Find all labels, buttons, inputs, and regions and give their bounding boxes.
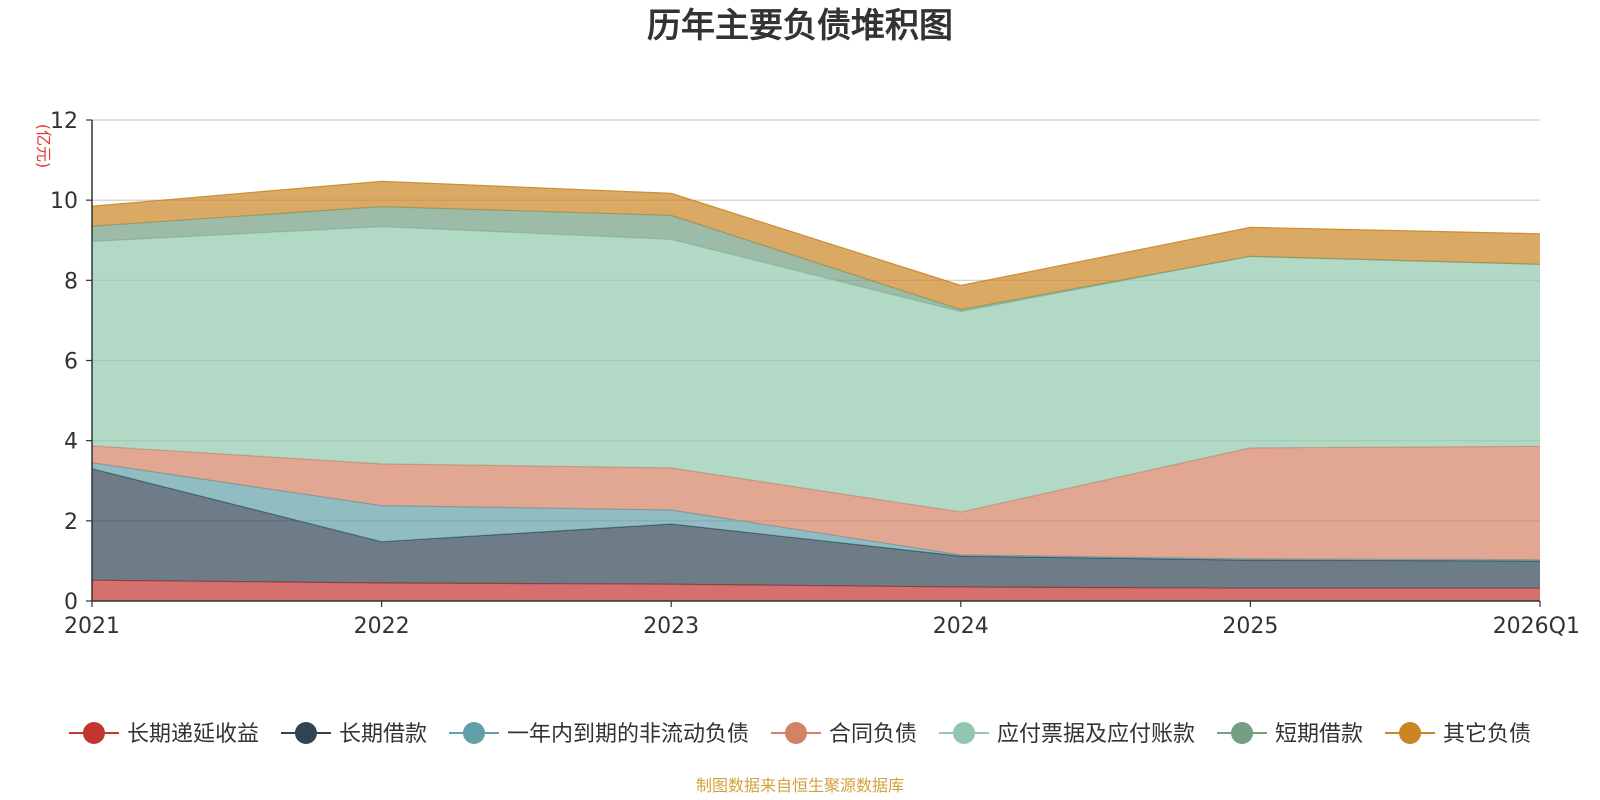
y-tick-label: 4 <box>64 430 78 455</box>
legend-label: 其它负债 <box>1443 722 1531 747</box>
legend-label: 短期借款 <box>1275 722 1363 747</box>
x-tick-label: 2022 <box>354 614 410 639</box>
legend-item-4[interactable]: 应付票据及应付账款 <box>939 722 1195 747</box>
legend-symbol-dot <box>462 722 485 744</box>
legend: 长期递延收益 长期借款 一年内到期的非流动负债 合同负债 应付票据及应付账款 短期借款 其它… <box>68 722 1531 747</box>
legend-item-5[interactable]: 短期借款 <box>1217 722 1363 747</box>
y-tick-label: 12 <box>50 109 78 134</box>
y-tick-label: 0 <box>64 590 78 615</box>
y-tick-label: 8 <box>64 269 78 294</box>
legend-symbol-dot <box>82 722 105 744</box>
x-tick-label: 2025 <box>1222 614 1278 639</box>
x-tick-label: 2024 <box>933 614 989 639</box>
legend-symbol-dot <box>784 722 807 744</box>
y-tick-label: 2 <box>64 510 78 535</box>
area-series-1 <box>92 468 1540 589</box>
area-series-3 <box>92 445 1540 560</box>
legend-label: 一年内到期的非流动负债 <box>507 722 749 747</box>
legend-label: 应付票据及应付账款 <box>997 722 1195 747</box>
legend-symbol-dot <box>1231 722 1254 744</box>
area-series-0 <box>92 580 1540 601</box>
legend-item-0[interactable]: 长期递延收益 <box>68 722 259 747</box>
y-tick-label: 6 <box>64 350 78 375</box>
legend-label: 合同负债 <box>829 722 917 747</box>
x-tick-label: 2023 <box>643 614 699 639</box>
x-tick-label: 2026Q1 <box>1493 614 1580 639</box>
legend-symbol-dot <box>294 722 317 744</box>
area-series-6 <box>92 181 1540 310</box>
area-series-group <box>91 180 1541 601</box>
y-axis-unit-label: (亿元) <box>34 124 53 169</box>
legend-label: 长期借款 <box>339 722 427 747</box>
x-tick-label: 2021 <box>64 614 120 639</box>
y-tick-label: 10 <box>50 189 78 214</box>
axes: 0 2 4 6 8 10 12 2021 2022 2023 2024 2025 2026Q1 <box>50 109 1580 639</box>
area-series-2 <box>92 462 1540 561</box>
chart-title: 历年主要负债堆积图 <box>647 6 953 46</box>
area-series-4 <box>92 226 1540 512</box>
legend-symbol-dot <box>953 722 976 744</box>
legend-item-1[interactable]: 长期借款 <box>280 722 427 747</box>
legend-item-3[interactable]: 合同负债 <box>770 722 917 747</box>
legend-item-6[interactable]: 其它负债 <box>1385 722 1531 747</box>
series-line-6 <box>91 180 1541 287</box>
legend-label: 长期递延收益 <box>127 722 259 747</box>
legend-symbol-dot <box>1399 722 1422 744</box>
legend-item-2[interactable]: 一年内到期的非流动负债 <box>448 722 749 747</box>
area-series-5 <box>92 206 1540 312</box>
source-note: 制图数据来自恒生聚源数据库 <box>696 776 904 795</box>
